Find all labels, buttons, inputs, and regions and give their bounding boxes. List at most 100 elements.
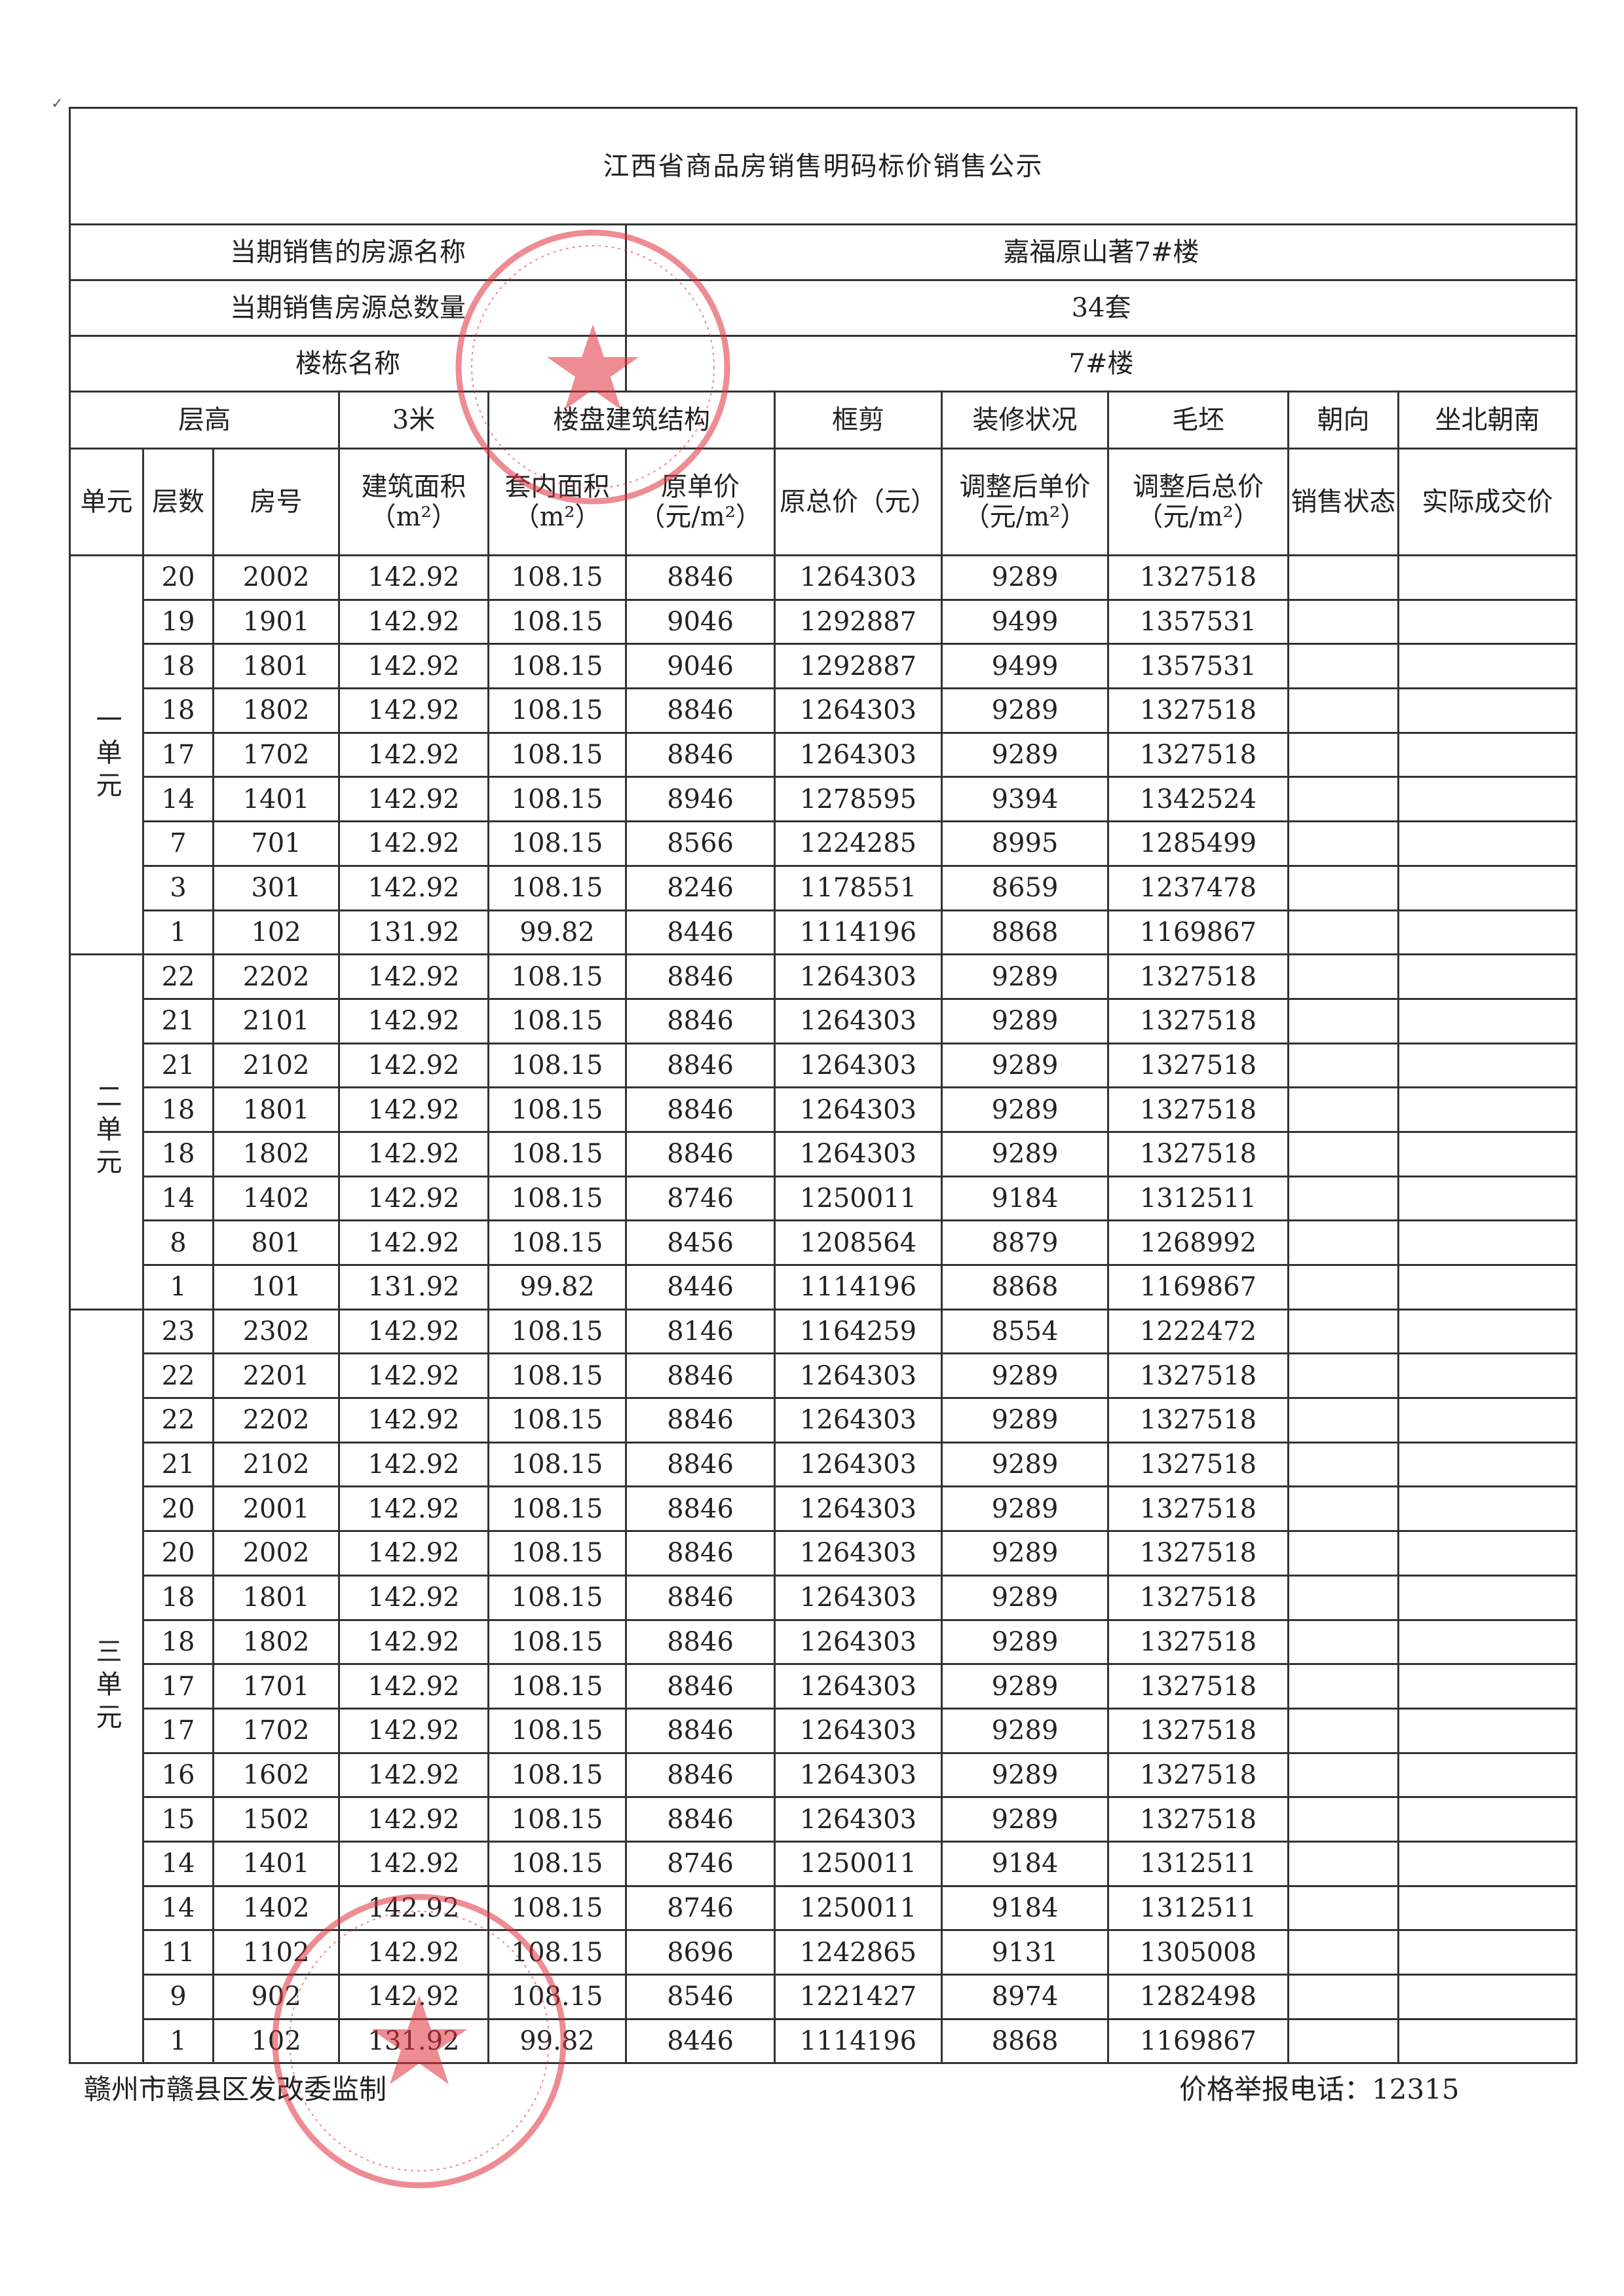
cell-floor: 18 [142,643,214,690]
cell-inner-area: 108.15 [487,643,627,690]
cell-adjusted-total-price: 1327518 [1107,997,1289,1044]
cell-floor: 9 [142,1974,214,2020]
unit-label: 一单元 [69,554,144,956]
cell-inner-area: 108.15 [487,997,627,1044]
cell-inner-area: 108.15 [487,1840,627,1887]
cell-adjusted-total-price: 1222472 [1107,1308,1289,1355]
cell-original-total-price: 1250011 [774,1175,943,1222]
cell-adjusted-total-price: 1342524 [1107,776,1289,823]
cell-building-area: 142.92 [338,1086,489,1133]
cell-floor: 20 [142,554,214,601]
cell-actual-price [1397,687,1578,734]
cell-building-area: 142.92 [338,1219,489,1266]
column-header-inner-area: 套内面积（m²） [487,448,627,556]
cell-room: 2101 [212,997,340,1044]
cell-original-total-price: 1114196 [774,909,943,956]
cell-adjusted-total-price: 1327518 [1107,1086,1289,1133]
cell-sales-status [1287,1974,1399,2020]
cell-original-unit-price: 8846 [625,1796,776,1843]
cell-actual-price [1397,1130,1578,1177]
cell-adjusted-total-price: 1169867 [1107,2018,1289,2065]
cell-floor: 7 [142,820,214,867]
cell-adjusted-unit-price: 9184 [941,1175,1109,1222]
table-row: 18 1802 142.92 108.15 8846 1264303 9289 1327518 [70,687,1578,734]
cell-sales-status [1287,1707,1399,1754]
cell-floor: 1 [142,909,214,956]
cell-adjusted-unit-price: 9394 [941,776,1109,823]
cell-original-unit-price: 8746 [625,1885,776,1932]
cell-floor: 22 [142,1352,214,1400]
cell-room: 701 [212,820,340,867]
cell-inner-area: 108.15 [487,1308,627,1355]
cell-actual-price [1397,598,1578,645]
cell-sales-status [1287,953,1399,1000]
cell-room: 2001 [212,1485,340,1533]
cell-building-area: 142.92 [338,1974,489,2020]
cell-sales-status [1287,1929,1399,1976]
cell-building-area: 142.92 [338,1175,489,1222]
table-row: 22 2202 142.92 108.15 8846 1264303 9289 1327518 [70,1397,1578,1444]
table-row: 18 1802 142.92 108.15 8846 1264303 9289 1327518 [70,1130,1578,1177]
cell-adjusted-total-price: 1327518 [1107,1707,1289,1754]
cell-original-unit-price: 8846 [625,1397,776,1444]
cell-adjusted-unit-price: 8974 [941,1974,1109,2020]
cell-room: 2102 [212,1042,340,1089]
cell-room: 101 [212,1264,340,1311]
table-row: 22 2201 142.92 108.15 8846 1264303 9289 1327518 [70,1352,1578,1400]
cell-floor: 14 [142,1175,214,1222]
cell-adjusted-total-price: 1357531 [1107,643,1289,690]
cell-building-area: 142.92 [338,1840,489,1887]
cell-room: 2102 [212,1441,340,1488]
cell-inner-area: 108.15 [487,1707,627,1754]
info-label-total-count: 当期销售房源总数量 [69,279,627,337]
column-header-original-total-price: 原总价（元） [774,448,943,556]
cell-original-unit-price: 8246 [625,864,776,911]
cell-room: 102 [212,909,340,956]
cell-original-unit-price: 9046 [625,598,776,645]
cell-adjusted-total-price: 1327518 [1107,554,1289,601]
cell-floor: 16 [142,1751,214,1799]
column-header-room: 房号 [212,448,340,556]
cell-floor: 14 [142,1885,214,1932]
cell-floor: 14 [142,776,214,823]
cell-adjusted-unit-price: 9289 [941,1663,1109,1710]
cell-inner-area: 108.15 [487,1663,627,1710]
cell-original-total-price: 1264303 [774,1751,943,1799]
cell-building-area: 142.92 [338,1397,489,1444]
cell-adjusted-unit-price: 9289 [941,1618,1109,1666]
cell-room: 1802 [212,1130,340,1177]
cell-adjusted-unit-price: 9289 [941,953,1109,1000]
cell-inner-area: 99.82 [487,1264,627,1311]
cell-sales-status [1287,598,1399,645]
cell-adjusted-total-price: 1327518 [1107,1441,1289,1488]
scan-mark: ✓ [51,96,64,112]
cell-building-area: 142.92 [338,1751,489,1799]
cell-room: 902 [212,1974,340,2020]
cell-actual-price [1397,1574,1578,1621]
table-row: 18 1802 142.92 108.15 8846 1264303 9289 1327518 [70,1618,1578,1666]
cell-original-total-price: 1264303 [774,997,943,1044]
cell-building-area: 142.92 [338,643,489,690]
cell-original-total-price: 1264303 [774,1485,943,1533]
table-row: 18 1801 142.92 108.15 9046 1292887 9499 1357531 [70,643,1578,690]
cell-adjusted-total-price: 1327518 [1107,1130,1289,1177]
cell-original-unit-price: 8846 [625,1441,776,1488]
cell-inner-area: 108.15 [487,731,627,778]
cell-adjusted-unit-price: 9184 [941,1840,1109,1887]
table-row: 1 102 131.92 99.82 8446 1114196 8868 1169867 [70,909,1578,956]
cell-original-total-price: 1264303 [774,1352,943,1400]
cell-adjusted-total-price: 1357531 [1107,598,1289,645]
cell-building-area: 142.92 [338,1574,489,1621]
cell-original-unit-price: 8946 [625,776,776,823]
cell-original-total-price: 1264303 [774,1707,943,1754]
cell-building-area: 142.92 [338,731,489,778]
cell-building-area: 142.92 [338,1929,489,1976]
cell-sales-status [1287,1175,1399,1222]
cell-inner-area: 108.15 [487,1530,627,1577]
cell-adjusted-unit-price: 8879 [941,1219,1109,1266]
cell-adjusted-unit-price: 9289 [941,554,1109,601]
cell-original-total-price: 1114196 [774,2018,943,2065]
unit-label: 二单元 [69,953,144,1311]
cell-actual-price [1397,1974,1578,2020]
cell-inner-area: 108.15 [487,1796,627,1843]
